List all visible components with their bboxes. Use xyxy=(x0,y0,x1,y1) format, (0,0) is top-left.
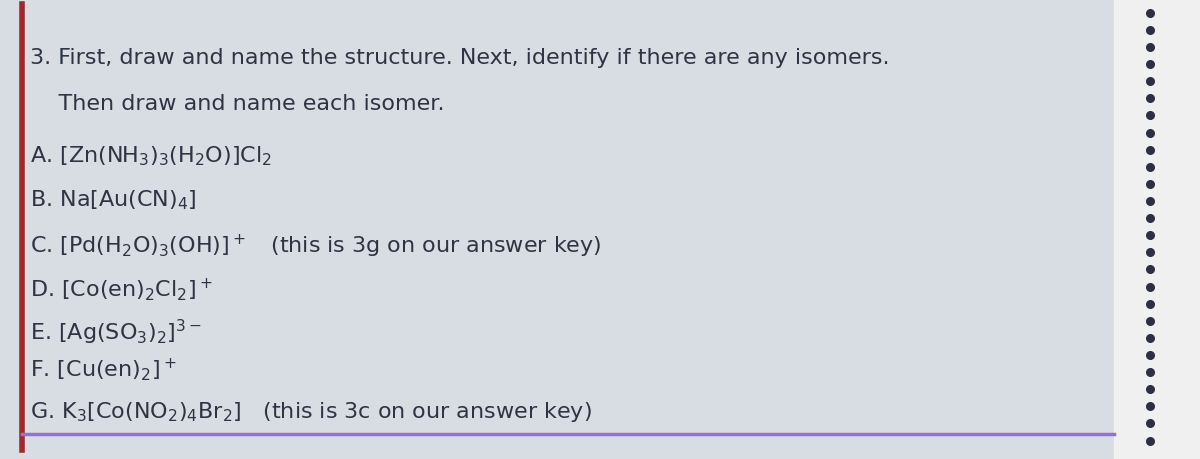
Text: E. [Ag(SO$_3$)$_2$]$^{3-}$: E. [Ag(SO$_3$)$_2$]$^{3-}$ xyxy=(30,317,202,346)
Text: D. [Co(en)$_2$Cl$_2$]$^+$: D. [Co(en)$_2$Cl$_2$]$^+$ xyxy=(30,275,212,302)
Text: B. Na[Au(CN)$_4$]: B. Na[Au(CN)$_4$] xyxy=(30,188,197,212)
Text: F. [Cu(en)$_2$]$^+$: F. [Cu(en)$_2$]$^+$ xyxy=(30,356,176,382)
Text: C. [Pd(H$_2$O)$_3$(OH)]$^+$   (this is 3g on our answer key): C. [Pd(H$_2$O)$_3$(OH)]$^+$ (this is 3g … xyxy=(30,232,601,259)
Text: 3. First, draw and name the structure. Next, identify if there are any isomers.: 3. First, draw and name the structure. N… xyxy=(30,48,889,68)
Text: Then draw and name each isomer.: Then draw and name each isomer. xyxy=(30,94,444,114)
Text: A. [Zn(NH$_3$)$_3$(H$_2$O)]Cl$_2$: A. [Zn(NH$_3$)$_3$(H$_2$O)]Cl$_2$ xyxy=(30,145,272,168)
Text: G. K$_3$[Co(NO$_2$)$_4$Br$_2$]   (this is 3c on our answer key): G. K$_3$[Co(NO$_2$)$_4$Br$_2$] (this is … xyxy=(30,399,592,423)
